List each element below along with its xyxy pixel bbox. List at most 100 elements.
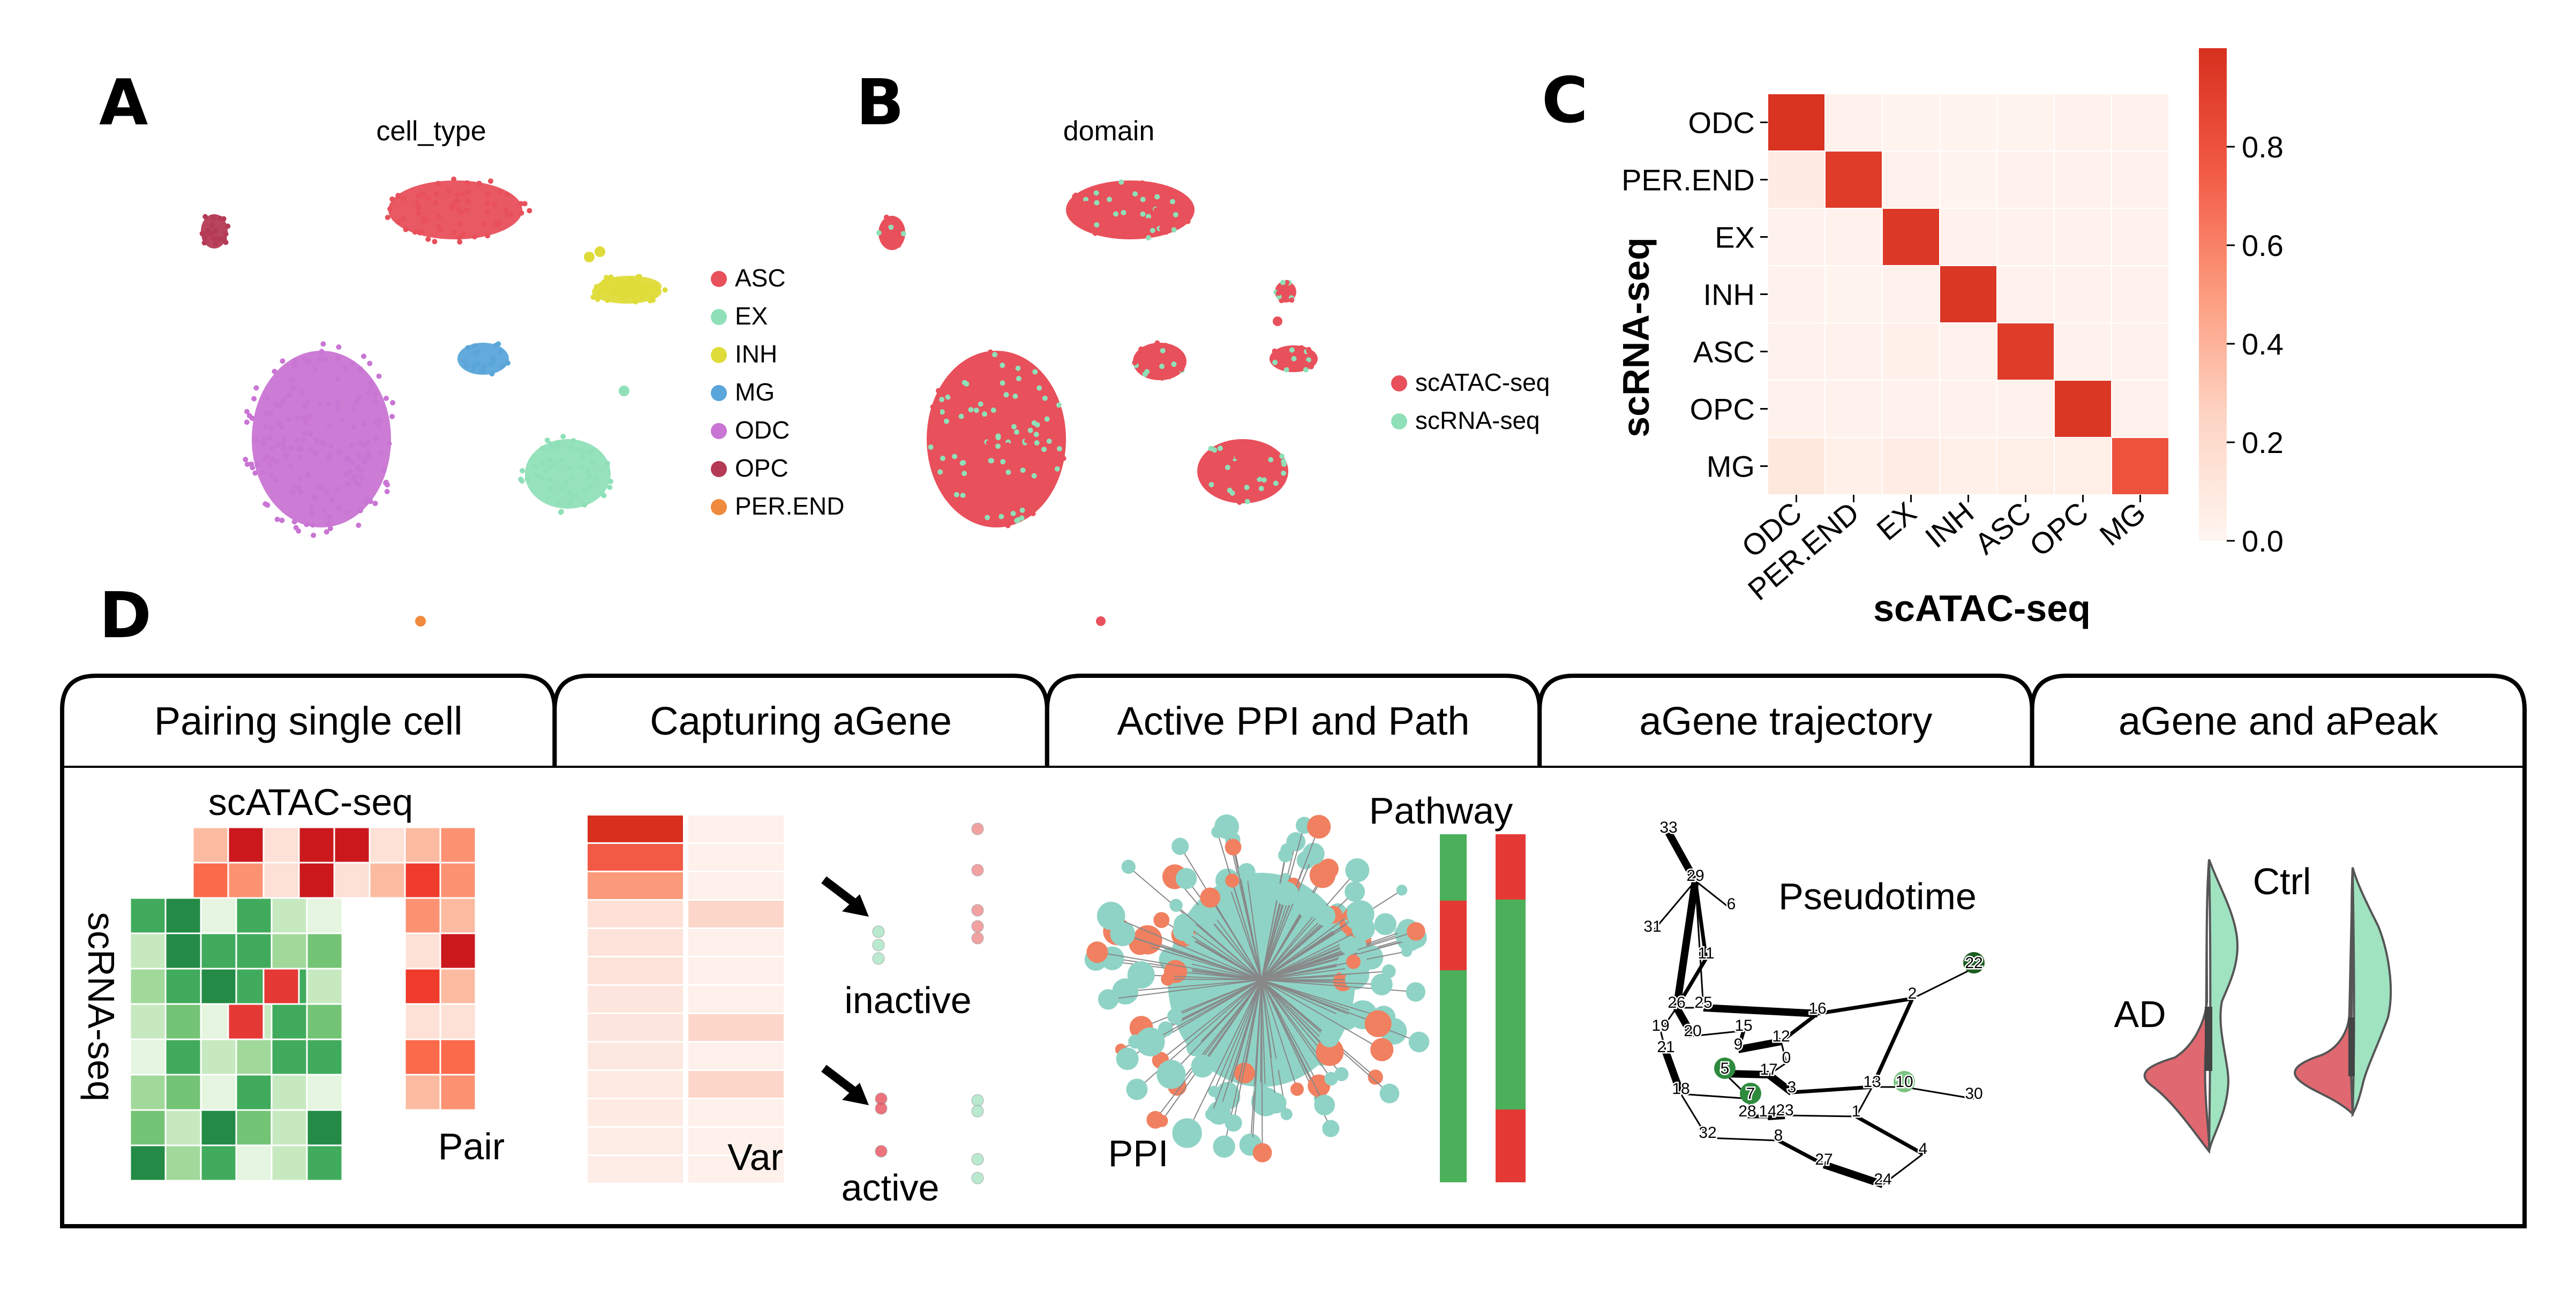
cell-dot — [1016, 376, 1022, 382]
ppi-node — [1200, 887, 1221, 908]
trajectory-node-marker — [1714, 1058, 1736, 1079]
atac-cell — [298, 826, 335, 864]
heatmap-col-label: INH — [1919, 495, 1980, 554]
heatmap-cell — [2054, 265, 2112, 323]
cell-dot — [268, 425, 274, 431]
cell-dot — [589, 459, 595, 465]
rna-cell — [129, 897, 167, 934]
cell-dot — [1072, 193, 1078, 199]
ppi-node — [1252, 1143, 1272, 1162]
ppi-edge — [1261, 979, 1382, 985]
cell-dot — [1089, 210, 1095, 216]
cell-dot — [1033, 432, 1039, 437]
ppi-edge — [1170, 979, 1262, 1075]
cell-dot — [312, 367, 318, 373]
ppi-edge — [1160, 979, 1262, 1061]
cell-dot — [326, 514, 332, 520]
cell-dot — [470, 367, 476, 373]
cell-dot — [435, 180, 441, 186]
cell-dot — [301, 415, 306, 421]
cell-dot — [1173, 212, 1178, 217]
atac-cell — [227, 826, 265, 864]
cell-dot — [335, 486, 341, 492]
cell-dot — [274, 516, 280, 522]
ppi-edge — [1231, 880, 1262, 980]
trajectory-edge — [1912, 967, 1974, 1000]
cell-dot — [1153, 207, 1159, 213]
cluster-ex — [525, 439, 611, 509]
ppi-node — [1309, 862, 1336, 888]
cell-dot — [358, 467, 364, 473]
ppi-node — [1334, 1067, 1349, 1082]
trajectory-edge — [1659, 1030, 1667, 1053]
cell-dot — [987, 380, 993, 386]
cell-dot — [522, 201, 528, 207]
cell-dot — [563, 479, 569, 485]
cell-dot — [372, 399, 378, 405]
cell-dot — [945, 394, 951, 400]
cell-dot — [273, 401, 279, 406]
var-bar-b — [688, 986, 784, 1013]
cell-dot — [995, 443, 1001, 449]
cell-dot — [595, 289, 601, 295]
cell-dot — [1121, 209, 1126, 215]
ppi-node — [1280, 1108, 1293, 1120]
cell-dot — [1019, 515, 1025, 521]
rna-cell — [200, 1038, 237, 1076]
cell-dot — [587, 474, 592, 480]
ppi-edge — [1186, 979, 1262, 1134]
var-bar — [588, 901, 683, 927]
var-label: Var — [727, 1136, 783, 1178]
cell-dot — [358, 474, 364, 480]
rna-cell — [129, 968, 167, 1005]
heatmap-cells — [1767, 93, 2169, 495]
cell-dot — [1023, 450, 1028, 456]
cell-dot — [336, 504, 342, 510]
ppi-edge — [1261, 931, 1416, 980]
ppi-node — [1351, 917, 1375, 941]
atac-cell — [369, 862, 406, 899]
legend-a-marker — [711, 461, 727, 477]
panel-letter-d: D — [99, 578, 152, 652]
pairing-pair-label: Pair — [438, 1126, 505, 1167]
var-bar-b — [688, 1128, 784, 1154]
cell-dot — [994, 384, 1000, 390]
cell-dot — [383, 479, 389, 485]
ppi-edge — [1261, 914, 1351, 980]
cell-dot — [291, 360, 297, 366]
cell-dot — [280, 441, 286, 447]
cell-dot — [319, 349, 325, 354]
cell-dot — [555, 501, 561, 507]
cell-dot — [973, 390, 979, 396]
cell-dot — [1014, 397, 1020, 403]
cell-dot — [389, 196, 395, 202]
cell-dot — [199, 231, 205, 237]
cell-dot — [301, 357, 307, 363]
ppi-edge — [1261, 979, 1298, 1090]
var-bar-b — [688, 1043, 784, 1069]
cell-dot — [279, 424, 284, 430]
cell-dot — [318, 357, 324, 363]
cell-dot — [319, 485, 325, 491]
cell-dot — [489, 371, 495, 377]
heatmap-cell — [1882, 150, 1940, 209]
cell-dot — [347, 469, 353, 474]
cell-dot — [326, 401, 332, 406]
legend-a-marker — [711, 271, 727, 287]
pairing-top-label: scATAC-seq — [208, 781, 413, 823]
cell-dot — [1274, 476, 1280, 482]
cell-dot — [995, 363, 1001, 368]
cell-dot — [518, 201, 524, 207]
activity-dots — [872, 822, 984, 1184]
cell-dot — [1088, 205, 1094, 210]
cell-dot — [436, 214, 442, 220]
cell-dot — [264, 454, 270, 459]
cell-dot — [456, 235, 462, 241]
cell-dot — [1016, 460, 1022, 466]
cell-dot — [608, 274, 614, 280]
cell-dot — [356, 454, 362, 459]
cell-dot — [307, 431, 313, 437]
heatmap-cell — [1824, 150, 1883, 209]
trajectory-edge — [1784, 1114, 1857, 1118]
